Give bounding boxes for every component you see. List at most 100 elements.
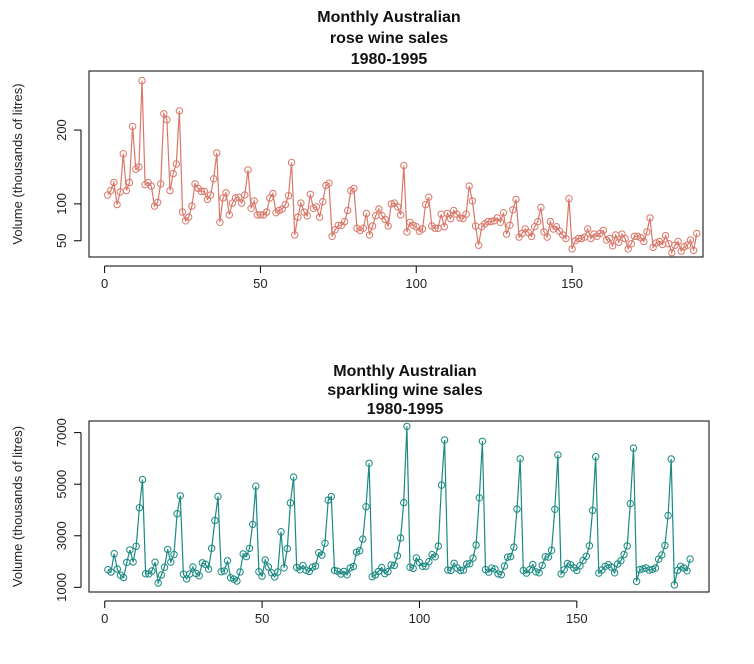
rose-data-point <box>674 237 682 246</box>
rose-data-point <box>231 194 240 202</box>
sparkling-data-point <box>551 505 559 513</box>
rose-data-point <box>686 236 695 244</box>
rose-y-tick-label: 200 <box>54 119 69 141</box>
rose-data-point <box>431 224 439 232</box>
sparkling-data-point <box>510 543 518 551</box>
rose-data-point <box>540 228 548 236</box>
sparkling-data-point <box>592 453 600 461</box>
rose-data-point <box>496 218 505 227</box>
sparkling-data-point <box>576 562 584 570</box>
sparkling-data-point <box>311 562 320 570</box>
rose-data-point <box>175 107 184 115</box>
rose-data-point <box>172 160 181 168</box>
rose-data-point <box>608 242 617 250</box>
sparkling-data-point <box>151 558 159 566</box>
rose-data-point <box>166 186 174 195</box>
rose-data-point <box>621 234 629 243</box>
sparkling-data-point <box>318 551 326 559</box>
sparkling-y-tick-label: 7000 <box>54 418 69 447</box>
rose-x-tick-label: 0 <box>101 276 108 291</box>
sparkling-data-point <box>214 492 222 501</box>
sparkling-data-point <box>330 566 339 575</box>
sparkling-plot-frame <box>88 420 710 593</box>
sparkling-data-point <box>167 558 175 566</box>
rose-data-point <box>689 246 698 255</box>
rose-data-point <box>421 200 430 209</box>
sparkling-data-point <box>378 563 386 572</box>
rose-data-point <box>615 238 623 246</box>
rose-data-point <box>113 200 121 209</box>
rose-data-point <box>284 192 293 200</box>
sparkling-series-line <box>107 426 691 586</box>
rose-chart-title-line-2: rose wine sales <box>330 30 448 47</box>
rose-data-point <box>393 203 402 211</box>
sparkling-data-point <box>620 550 628 559</box>
rose-data-point <box>210 175 218 183</box>
sparkling-data-point <box>176 492 185 500</box>
rose-chart-title-line-3: 1980-1995 <box>351 51 428 68</box>
sparkling-chart: Monthly Australian sparkling wine sales 19… <box>10 363 710 626</box>
sparkling-data-point <box>261 556 269 564</box>
rose-data-point <box>512 195 520 204</box>
rose-x-tick-label: 100 <box>405 276 427 291</box>
rose-data-point <box>387 200 395 208</box>
sparkling-data-point <box>277 528 285 536</box>
rose-data-point <box>128 122 137 131</box>
sparkling-data-point <box>217 568 225 576</box>
sparkling-data-point <box>434 542 442 550</box>
rose-data-point <box>446 214 455 223</box>
rose-data-point <box>627 240 635 248</box>
rose-data-point <box>178 208 187 216</box>
sparkling-data-point <box>629 444 638 452</box>
rose-series-line <box>107 80 698 255</box>
sparkling-data-point <box>466 560 474 568</box>
sparkling-data-point <box>547 546 556 554</box>
rose-data-point <box>169 169 177 178</box>
rose-data-point <box>456 214 464 222</box>
rose-data-point <box>291 231 299 239</box>
rose-data-point <box>138 76 146 85</box>
sparkling-data-point <box>440 436 449 444</box>
rose-data-point <box>562 234 570 243</box>
sparkling-data-point <box>535 569 543 577</box>
rose-data-point <box>269 189 277 198</box>
rose-data-point <box>107 186 115 195</box>
sparkling-data-point <box>119 573 128 582</box>
rose-data-point <box>693 229 701 238</box>
sparkling-data-point <box>274 568 282 576</box>
rose-data-point <box>640 237 648 246</box>
rose-data-point <box>362 209 371 218</box>
sparkling-data-point <box>488 564 496 572</box>
sparkling-data-point <box>356 547 364 555</box>
sparkling-data-point <box>516 455 524 463</box>
rose-data-point <box>188 202 196 210</box>
sparkling-data-point <box>532 568 540 576</box>
rose-data-point <box>315 213 324 221</box>
sparkling-data-point <box>582 552 590 560</box>
sparkling-data-point <box>554 451 562 459</box>
sparkling-data-point <box>157 571 166 579</box>
sparkling-data-point <box>349 562 358 571</box>
rose-data-point <box>365 231 374 239</box>
rose-data-point <box>502 230 511 238</box>
sparkling-data-point <box>280 564 288 572</box>
sparkling-data-point <box>129 558 137 566</box>
sparkling-data-point <box>406 563 414 571</box>
rose-data-point <box>425 193 433 201</box>
rose-data-point <box>238 199 246 207</box>
rose-data-point <box>506 221 514 230</box>
sparkling-data-point <box>393 552 402 560</box>
sparkling-data-point <box>623 542 631 550</box>
rose-data-point <box>244 166 252 174</box>
sparkling-data-point <box>478 437 487 445</box>
rose-data-point <box>200 187 209 196</box>
sparkling-chart-title-line-3: 1980-1995 <box>367 401 444 418</box>
sparkling-data-point <box>425 557 433 566</box>
sparkling-data-point <box>283 544 291 553</box>
rose-data-point <box>384 222 392 230</box>
rose-data-point <box>216 218 224 227</box>
rose-data-point <box>147 182 156 190</box>
rose-data-point <box>225 211 234 219</box>
sparkling-data-point <box>242 552 251 561</box>
rose-data-point <box>125 178 134 187</box>
